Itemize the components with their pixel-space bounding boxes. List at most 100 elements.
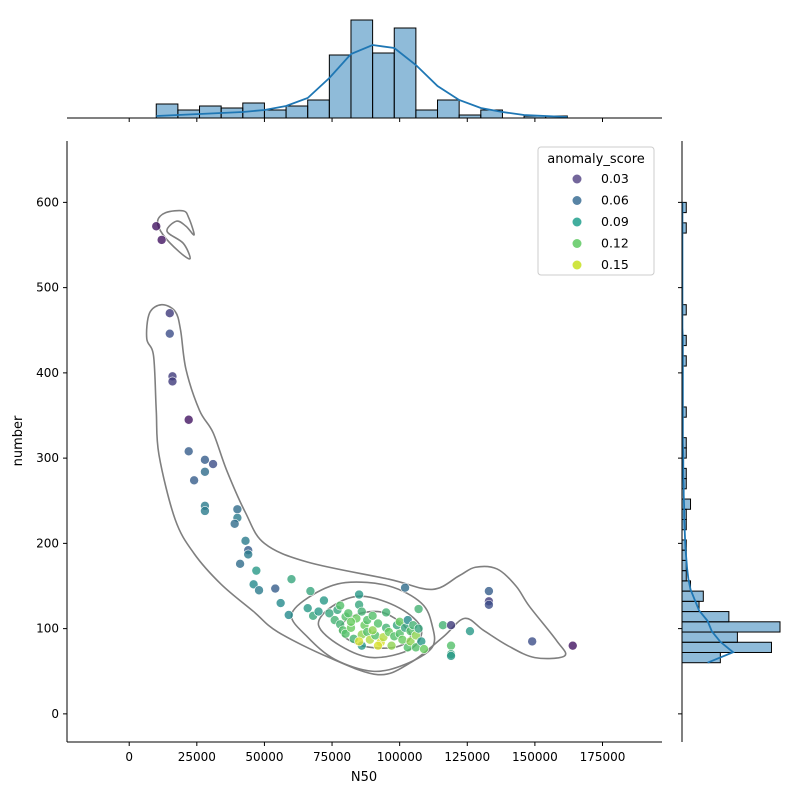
legend-marker: [572, 239, 582, 248]
scatter-point: [405, 636, 416, 647]
scatter-point: [446, 651, 456, 661]
hist-bar-y: [681, 559, 687, 572]
x-tick-label: 25000: [178, 750, 216, 764]
scatter-point: [319, 595, 329, 606]
x-tick-label: 75000: [313, 750, 351, 764]
hist-bar-x: [199, 105, 222, 119]
y-tick-label: 500: [36, 281, 59, 295]
scatter-point: [419, 644, 429, 654]
scatter-point: [413, 604, 424, 614]
scatter-point: [400, 582, 410, 593]
scatter-point: [183, 446, 194, 457]
scatter-point: [446, 620, 456, 631]
hist-bar-x: [437, 99, 460, 119]
hist-bar-x: [285, 105, 309, 119]
hist-bar-y: [681, 631, 738, 643]
scatter-point: [373, 618, 383, 629]
scatter-point: [465, 626, 475, 636]
scatter-point: [381, 607, 391, 618]
scatter-point: [189, 475, 199, 486]
scatter-point: [200, 466, 210, 477]
scatter-point: [484, 586, 494, 596]
hist-bar-y: [681, 611, 730, 623]
scatter-point: [167, 376, 178, 387]
scatter-point: [567, 640, 578, 651]
scatter-point: [340, 628, 351, 639]
x-tick-label: 0: [125, 750, 133, 764]
hist-bar-x: [393, 27, 417, 119]
y-tick-label: 400: [36, 366, 59, 380]
scatter-point: [324, 608, 335, 619]
legend-entries: 0.03 0.06 0.09 0.12 0.15: [572, 171, 629, 272]
scatter-point: [373, 640, 383, 651]
y-tick-label: 600: [36, 195, 59, 209]
axes: 0 25000 50000 75000 100000 125000 150000 175000…: [36, 141, 662, 764]
scatter-point: [343, 608, 354, 619]
scatter-point: [156, 235, 167, 245]
x-axis-label: N50: [351, 770, 377, 785]
scatter-point: [527, 636, 537, 647]
hist-bar-y: [681, 570, 687, 582]
legend-label: 0.12: [601, 236, 629, 251]
scatter-point: [208, 459, 218, 469]
kde-curve-x: [156, 44, 568, 118]
legend-marker: [572, 260, 582, 270]
x-tick-label: 150000: [512, 750, 558, 764]
scatter-point: [229, 518, 240, 529]
scatter-point: [367, 611, 378, 621]
kde-contour-1: [145, 303, 567, 676]
legend: anomaly_score 0.03 0.06 0.09 0.12 0.15: [537, 146, 655, 276]
scatter-point: [286, 574, 297, 584]
legend-label: 0.06: [601, 193, 629, 208]
scatter-point: [367, 625, 378, 636]
legend-label: 0.09: [601, 214, 629, 229]
scatter-point: [200, 506, 210, 516]
x-tick-label: 175000: [580, 750, 626, 764]
scatter-point: [386, 640, 397, 651]
y-tick-label: 0: [51, 707, 59, 721]
legend-label: 0.03: [601, 171, 629, 186]
scatter-point: [335, 600, 345, 611]
kde-contour-2: [290, 581, 436, 673]
scatter-point: [413, 623, 424, 634]
scatter-point: [305, 586, 316, 596]
y-tick-label: 300: [36, 451, 59, 465]
legend-title: anomaly_score: [547, 152, 645, 167]
hist-bar-y: [681, 621, 781, 633]
hist-bar-x: [415, 109, 439, 119]
y-tick-label: 100: [36, 622, 59, 636]
scatter-point: [313, 606, 324, 617]
scatter-point: [200, 455, 210, 465]
legend-marker: [572, 196, 582, 205]
scatter-points: [151, 221, 578, 661]
scatter-point: [151, 221, 162, 232]
marginal-y-histogram: [678, 141, 781, 742]
scatter-point: [164, 328, 175, 339]
scatter-point: [243, 549, 254, 560]
hist-bar-x: [350, 19, 374, 119]
legend-frame: [537, 146, 655, 276]
main-scatter-plot: 0 25000 50000 75000 100000 125000 150000 175000…: [36, 141, 662, 764]
scatter-point: [251, 565, 262, 576]
scatter-point: [354, 636, 364, 647]
scatter-point: [484, 599, 494, 610]
y-axis-label: number: [11, 415, 26, 466]
legend-marker: [572, 174, 582, 184]
scatter-point: [356, 606, 367, 617]
hist-bar-y: [681, 651, 721, 664]
scatter-point: [302, 603, 313, 613]
scatter-point: [183, 414, 194, 425]
scatter-point: [235, 559, 245, 569]
scatter-point: [354, 589, 364, 600]
x-tick-label: 50000: [245, 750, 283, 764]
scatter-point: [346, 616, 356, 627]
scatter-point: [248, 579, 259, 590]
hist-bar-x: [328, 54, 352, 119]
hist-bar-x: [263, 109, 287, 119]
scatter-point: [164, 308, 175, 319]
scatter-point: [240, 536, 251, 546]
legend-label: 0.15: [601, 257, 629, 272]
marginal-x-histogram: [67, 19, 662, 122]
